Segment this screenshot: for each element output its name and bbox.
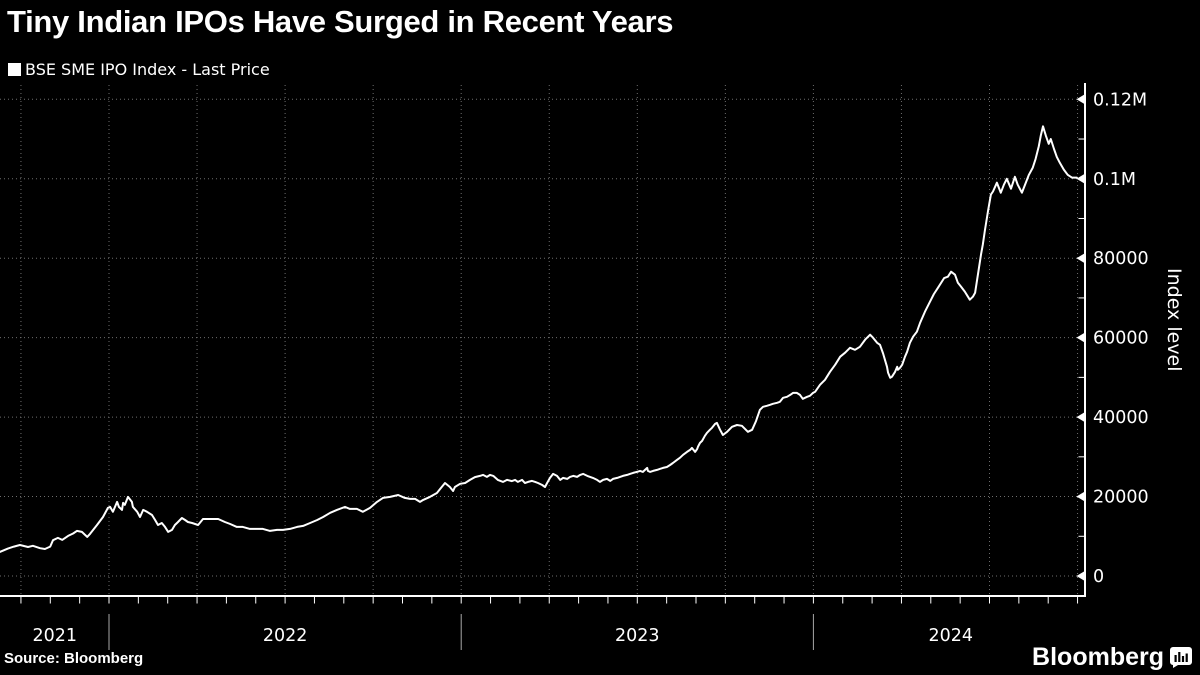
y-major-tick-arrow <box>1076 492 1084 502</box>
x-year-label: 2022 <box>263 626 308 646</box>
y-tick-label: 20000 <box>1093 488 1149 508</box>
y-major-tick-arrow <box>1076 253 1084 263</box>
y-major-tick-arrow <box>1076 333 1084 343</box>
legend-series-label: BSE SME IPO Index - Last Price <box>25 60 270 79</box>
legend: BSE SME IPO Index - Last Price <box>8 60 270 79</box>
y-tick-label: 40000 <box>1093 408 1149 428</box>
y-tick-label: 80000 <box>1093 249 1149 269</box>
x-year-label: 2023 <box>615 626 660 646</box>
y-major-tick-arrow <box>1076 571 1084 581</box>
bloomberg-logo-text: Bloomberg <box>1032 643 1164 671</box>
y-major-tick-arrow <box>1076 412 1084 422</box>
bloomberg-chart-bubble-icon <box>1170 647 1192 668</box>
y-tick-label: 0 <box>1093 567 1104 587</box>
y-tick-label: 0.12M <box>1093 90 1147 110</box>
bloomberg-logo: Bloomberg <box>1032 643 1192 672</box>
y-tick-label: 60000 <box>1093 329 1149 349</box>
y-axis-title: Index level <box>1163 268 1185 372</box>
y-tick-label: 0.1M <box>1093 170 1136 190</box>
chart-title: Tiny Indian IPOs Have Surged in Recent Y… <box>7 4 674 39</box>
y-major-tick-arrow <box>1076 174 1084 184</box>
x-year-label: 2024 <box>928 626 973 646</box>
y-major-tick-arrow <box>1076 94 1084 104</box>
source-attribution: Source: Bloomberg <box>4 650 144 667</box>
price-line-series <box>0 125 1078 553</box>
legend-swatch-icon <box>8 63 21 76</box>
x-year-label: 2021 <box>32 626 77 646</box>
